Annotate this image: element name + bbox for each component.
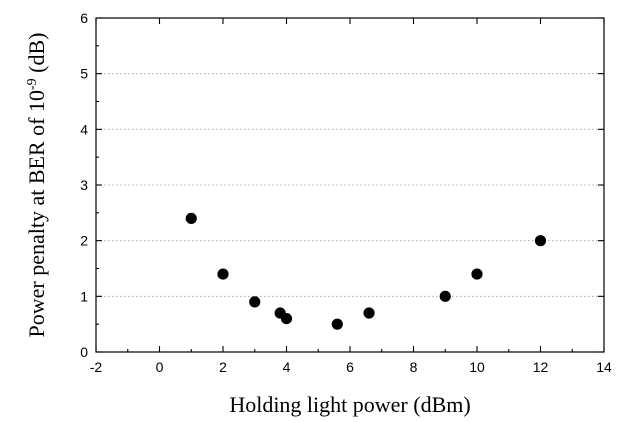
data-point xyxy=(280,313,293,325)
x-tick-label: 14 xyxy=(596,359,612,375)
data-point xyxy=(439,290,451,302)
y-tick-label: 1 xyxy=(80,288,88,304)
y-tick-label: 3 xyxy=(80,177,88,193)
data-points xyxy=(185,212,547,330)
data-point xyxy=(331,318,343,330)
data-point xyxy=(185,212,197,224)
y-axis-title-suffix: (dB) xyxy=(24,33,49,79)
gridlines xyxy=(96,73,604,297)
x-axis-title: Holding light power (dBm) xyxy=(229,392,470,417)
x-tick-label: 8 xyxy=(410,359,418,375)
x-tick-labels: -2 0 2 4 6 8 10 12 14 xyxy=(90,359,612,375)
data-point xyxy=(217,268,229,280)
data-point xyxy=(249,296,261,308)
y-axis-title-prefix: Power penalty at BER of 10 xyxy=(24,90,49,337)
x-tick-label: -2 xyxy=(90,359,103,375)
y-tick-label: 2 xyxy=(80,233,88,249)
y-tick-label: 5 xyxy=(80,66,88,82)
data-point xyxy=(363,307,375,319)
data-point xyxy=(471,268,483,280)
y-tick-label: 0 xyxy=(80,344,88,360)
y-tick-labels: 0 1 2 3 4 5 6 xyxy=(80,10,88,360)
x-tick-label: 10 xyxy=(469,359,485,375)
x-tick-label: 4 xyxy=(283,359,291,375)
y-axis-title-exponent: -9 xyxy=(25,78,40,90)
x-tick-label: 12 xyxy=(533,359,549,375)
x-tick-label: 6 xyxy=(346,359,354,375)
x-tick-label: 0 xyxy=(156,359,164,375)
y-axis-title: Power penalty at BER of 10-9 (dB) xyxy=(24,33,49,338)
y-tick-label: 6 xyxy=(80,10,88,26)
plot-frame xyxy=(95,17,605,353)
y-tick-label: 4 xyxy=(80,121,88,137)
x-tick-label: 2 xyxy=(219,359,227,375)
data-point xyxy=(534,235,547,247)
